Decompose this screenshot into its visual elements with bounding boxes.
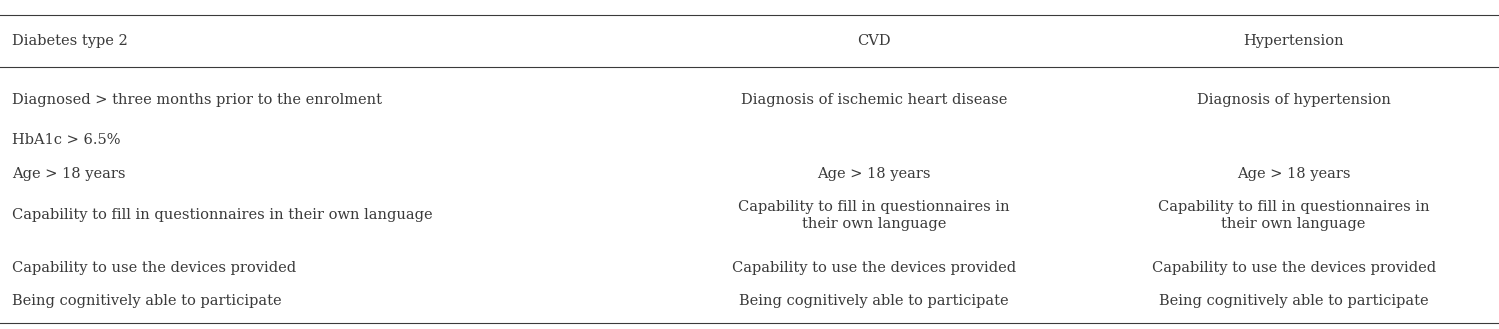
Text: Being cognitively able to participate: Being cognitively able to participate	[739, 294, 1009, 308]
Text: Being cognitively able to participate: Being cognitively able to participate	[12, 294, 282, 308]
Text: Capability to fill in questionnaires in
their own language: Capability to fill in questionnaires in …	[738, 200, 1010, 231]
Text: Hypertension: Hypertension	[1243, 34, 1345, 48]
Text: Diagnosis of ischemic heart disease: Diagnosis of ischemic heart disease	[741, 93, 1007, 107]
Text: Diagnosed > three months prior to the enrolment: Diagnosed > three months prior to the en…	[12, 93, 382, 107]
Text: Capability to use the devices provided: Capability to use the devices provided	[12, 261, 297, 275]
Text: Capability to use the devices provided: Capability to use the devices provided	[1151, 261, 1436, 275]
Text: Capability to use the devices provided: Capability to use the devices provided	[732, 261, 1016, 275]
Text: Diagnosis of hypertension: Diagnosis of hypertension	[1196, 93, 1391, 107]
Text: Being cognitively able to participate: Being cognitively able to participate	[1159, 294, 1429, 308]
Text: Diabetes type 2: Diabetes type 2	[12, 34, 127, 48]
Text: Age > 18 years: Age > 18 years	[817, 167, 931, 181]
Text: CVD: CVD	[857, 34, 890, 48]
Text: Capability to fill in questionnaires in their own language: Capability to fill in questionnaires in …	[12, 209, 433, 222]
Text: Capability to fill in questionnaires in
their own language: Capability to fill in questionnaires in …	[1157, 200, 1430, 231]
Text: Age > 18 years: Age > 18 years	[12, 167, 126, 181]
Text: HbA1c > 6.5%: HbA1c > 6.5%	[12, 133, 120, 147]
Text: Age > 18 years: Age > 18 years	[1237, 167, 1351, 181]
